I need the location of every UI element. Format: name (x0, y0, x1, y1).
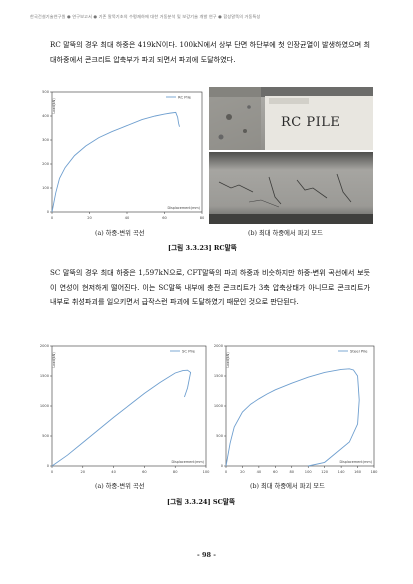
sc-x-tick-label: 40 (111, 470, 116, 474)
rc-x-tick-label: 0 (51, 216, 54, 220)
figure1-caption-b: (b) 최대 하중에서 파괴 모드 (248, 230, 323, 237)
page-number: - 98 - (197, 551, 216, 559)
steel-y-axis-label: Load(kN) (226, 352, 230, 368)
rc-pile-photo-label: RC PILE (281, 115, 341, 130)
rc-pile-crack-photo-image (209, 152, 373, 224)
figure1-title: [그림 3.3.23] RC말뚝 (168, 244, 237, 252)
rc-series-line (51, 111, 180, 213)
rc-y-tick-label: 300 (42, 138, 50, 142)
steel-x-tick-label: 0 (225, 470, 228, 474)
steel-x-tick-label: 180 (371, 470, 378, 474)
rc-pile-photo-image (209, 87, 373, 150)
rc-pile-photo-bottom (209, 152, 373, 224)
steel-legend-label: Steel Pile (350, 348, 368, 353)
rc-x-tick-label: 80 (200, 216, 205, 220)
figure2-caption-a: (a) 하중-변위 곡선 (95, 483, 145, 490)
rc-load-displacement-chart: 0 20 40 60 80 0 100 200 300 400 500 Load(kN) Displac… (38, 86, 206, 224)
steel-load-displacement-chart: 0 20 40 60 80 100 120 140 160 180 0 500 1000 1500 2000… (212, 340, 378, 478)
sc-legend-label: SC Pile (182, 348, 196, 353)
rc-pile-photo-top: RC PILE (209, 87, 373, 150)
running-header: 한국건설기술연구원 ● 연구보고서 ● 기존 말뚝기초의 수평재하에 대한 거동… (30, 14, 261, 19)
rc-x-tick-label: 40 (125, 216, 130, 220)
rc-y-tick-label: 0 (47, 210, 50, 214)
sc-plot-frame (51, 345, 207, 467)
sc-y-tick-label: 1500 (40, 374, 50, 378)
sc-x-tick-label: 80 (173, 470, 178, 474)
sc-y-tick-label: 500 (42, 434, 50, 438)
sc-y-tick-label: 0 (47, 464, 50, 468)
rc-y-axis-label: Load(kN) (52, 98, 56, 114)
rc-x-tick-label: 20 (87, 216, 92, 220)
steel-x-tick-label: 60 (273, 470, 278, 474)
steel-x-tick-label: 120 (321, 470, 329, 474)
sc-x-tick-label: 20 (81, 470, 86, 474)
steel-x-tick-label: 160 (354, 470, 362, 474)
steel-x-tick-label: 80 (289, 470, 294, 474)
paragraph-sc-pile: SC 말뚝의 경우 최대 하중은 1,597kN으로, CFT말뚝의 파괴 하중… (50, 268, 370, 306)
paragraph-rc-pile: RC 말뚝의 경우 최대 하중은 419kN이다. 100kN에서 상부 단면 … (50, 40, 370, 64)
sc-y-axis-label: Load(kN) (52, 352, 56, 368)
figure2-title: [그림 3.3.24] SC말뚝 (167, 498, 236, 506)
rc-x-tick-label: 60 (162, 216, 167, 220)
rc-x-axis-label: Displacement(mm) (167, 206, 200, 210)
steel-x-tick-label: 140 (338, 470, 346, 474)
figure2-caption-b: (b) 최대 하중에서 파괴 모드 (250, 483, 325, 490)
steel-y-tick-label: 0 (221, 464, 224, 468)
sc-x-tick-label: 100 (203, 470, 210, 474)
steel-x-tick-label: 100 (305, 470, 313, 474)
rc-y-tick-label: 200 (42, 162, 50, 166)
steel-y-tick-label: 1500 (214, 374, 224, 378)
steel-x-tick-label: 20 (240, 470, 245, 474)
steel-x-axis-label: Displacement(mm) (339, 460, 372, 464)
steel-y-tick-label: 1000 (214, 404, 224, 408)
sc-load-displacement-chart: 0 20 40 60 80 100 0 500 1000 1500 2000 Load(kN) Disp… (38, 340, 210, 478)
figure1-caption-a: (a) 하중-변위 곡선 (95, 230, 145, 237)
sc-y-tick-label: 2000 (40, 344, 50, 348)
steel-x-tick-label: 40 (257, 470, 262, 474)
rc-y-tick-label: 100 (42, 186, 50, 190)
steel-plot-frame (225, 345, 375, 467)
rc-y-tick-label: 500 (42, 90, 50, 94)
sc-x-axis-label: Displacement(mm) (171, 460, 204, 464)
steel-chart-svg: 0 20 40 60 80 100 120 140 160 180 0 500 1000 1500 2000… (214, 344, 378, 474)
sc-chart-svg: 0 20 40 60 80 1000500100015002000Load(kN)Disp… (40, 344, 210, 474)
rc-plot-frame (51, 91, 203, 213)
rc-legend-label: RC Pile (178, 94, 192, 99)
steel-y-tick-label: 500 (216, 434, 224, 438)
sc-x-tick-label: 0 (51, 470, 54, 474)
rc-y-tick-label: 400 (42, 114, 50, 118)
sc-series-line (51, 369, 192, 467)
sc-x-tick-label: 60 (142, 470, 147, 474)
steel-y-tick-label: 2000 (214, 344, 224, 348)
steel-series-line (225, 368, 360, 467)
sc-y-tick-label: 1000 (40, 404, 50, 408)
